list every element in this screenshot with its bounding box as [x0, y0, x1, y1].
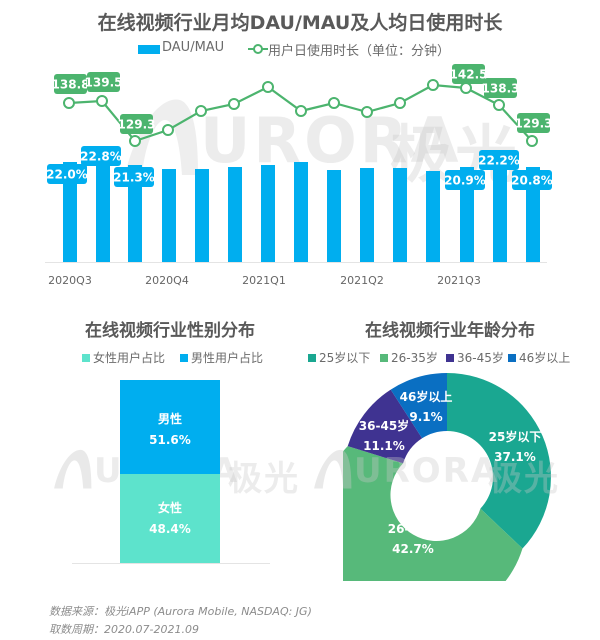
watermark-cn: 极光 [488, 459, 560, 499]
watermark-cn: 极光 [228, 459, 300, 499]
gender-stacked-bar: 男性 51.6% 女性 48.4% [120, 380, 220, 563]
age-legend-label: 46岁以上 [519, 351, 571, 365]
age-legend-swatch-46plus [508, 354, 516, 362]
segment-46-plus [390, 373, 447, 439]
male-legend-swatch [180, 354, 188, 362]
female-segment: 女性 48.4% [120, 474, 220, 563]
female-segment-label: 女性 48.4% [149, 501, 191, 536]
main-legend: DAU/MAU 用户日使用时长（单位：分钟） [138, 40, 468, 59]
segment-36-45 [347, 389, 423, 464]
aurora-watermark-right: URORA 极光 [310, 445, 600, 499]
age-legend-label: 36-45岁 [457, 351, 504, 365]
svg-text:139.5: 139.5 [85, 76, 123, 90]
age-legend-label: 25岁以下 [319, 351, 371, 365]
bar [460, 167, 474, 262]
line-data-labels: 138.8 139.5 129.3 142.5 138.3 129.3 [52, 64, 553, 134]
bar [294, 162, 308, 262]
bar [228, 167, 242, 262]
svg-text:142.5: 142.5 [450, 68, 488, 82]
bar [96, 150, 110, 262]
x-axis-tick-labels: 2020Q3 2020Q4 2021Q1 2021Q2 2021Q3 [48, 274, 481, 287]
svg-text:138.8: 138.8 [52, 78, 90, 92]
bar [327, 170, 341, 262]
male-legend-label: 男性用户占比 [191, 351, 264, 365]
bar [360, 168, 374, 262]
watermark-latin: URORA [354, 451, 500, 491]
bar [526, 167, 540, 262]
age-legend-label: 26-35岁 [391, 351, 438, 365]
gender-axis-line [72, 563, 270, 564]
dau-mau-legend-swatch [138, 45, 160, 54]
gender-legend: 女性用户占比 男性用户占比 [82, 349, 302, 367]
svg-text:2020Q3: 2020Q3 [48, 274, 92, 287]
bar [63, 162, 77, 262]
watermark-latin: URORA [200, 104, 462, 177]
svg-text:138.3: 138.3 [482, 82, 520, 96]
female-legend-swatch [82, 354, 90, 362]
line-legend-marker-icon [248, 44, 268, 54]
age-legend: 25岁以下 26-35岁 36-45岁 46岁以上 [308, 349, 598, 367]
bar [162, 169, 176, 262]
donut-label-46-plus: 46岁以上 9.1% [399, 390, 453, 424]
svg-text:22.2%: 22.2% [478, 154, 520, 168]
usage-time-markers [63, 79, 538, 147]
usage-time-legend-label: 用户日使用时长（单位：分钟） [268, 44, 451, 59]
bar [261, 165, 275, 262]
age-legend-swatch-36-45 [446, 354, 454, 362]
svg-text:2021Q1: 2021Q1 [242, 274, 286, 287]
footer-period: 取数周期：2020.07-2021.09 [49, 623, 199, 636]
svg-text:129.3: 129.3 [515, 117, 553, 131]
svg-text:2021Q2: 2021Q2 [340, 274, 384, 287]
donut-label-26-35: 26-35岁 42.7% [387, 522, 439, 556]
svg-text:21.3%: 21.3% [113, 171, 155, 185]
svg-text:20.9%: 20.9% [444, 174, 486, 188]
footer-source: 数据来源：极光iAPP (Aurora Mobile, NASDAQ: JG) [49, 605, 312, 618]
segment-under-25 [447, 373, 551, 549]
main-chart-title: 在线视频行业月均DAU/MAU及人均日使用时长 [97, 12, 503, 34]
svg-text:129.3: 129.3 [118, 118, 156, 132]
aurora-logo-icon [314, 449, 352, 489]
male-segment: 男性 51.6% [120, 380, 220, 474]
age-legend-swatch-26-35 [380, 354, 388, 362]
gender-chart-title: 在线视频行业性别分布 [85, 321, 255, 341]
bar-data-labels: 22.0% 22.8% 21.3% 20.9% 22.2% 20.8% [46, 146, 553, 190]
svg-text:2021Q3: 2021Q3 [437, 274, 481, 287]
age-legend-swatch-under25 [308, 354, 316, 362]
aurora-logo-icon [125, 99, 198, 175]
svg-text:22.0%: 22.0% [46, 168, 88, 182]
bar [393, 168, 407, 262]
age-chart-title: 在线视频行业年龄分布 [365, 321, 535, 341]
dau-mau-chart: 22.0% 22.8% 21.3% 20.9% 22.2% 20.8% 138.… [45, 64, 553, 287]
dau-mau-bars [63, 150, 540, 262]
bar [195, 169, 209, 262]
bar [426, 171, 440, 262]
svg-text:20.8%: 20.8% [511, 174, 553, 188]
age-donut-chart [343, 373, 551, 581]
donut-label-36-45: 36-45岁 11.1% [358, 419, 410, 453]
svg-text:22.8%: 22.8% [80, 150, 122, 164]
dau-mau-legend-label: DAU/MAU [162, 40, 225, 55]
bar [128, 165, 142, 262]
svg-text:2020Q4: 2020Q4 [145, 274, 189, 287]
female-legend-label: 女性用户占比 [93, 351, 166, 365]
male-segment-label: 男性 51.6% [149, 412, 191, 447]
aurora-logo-icon [54, 449, 92, 489]
bar [493, 152, 507, 262]
segment-26-35 [343, 446, 523, 581]
aurora-watermark-top: URORA 极光 [60, 90, 560, 191]
donut-label-under-25: 25岁以下 37.1% [488, 430, 542, 464]
